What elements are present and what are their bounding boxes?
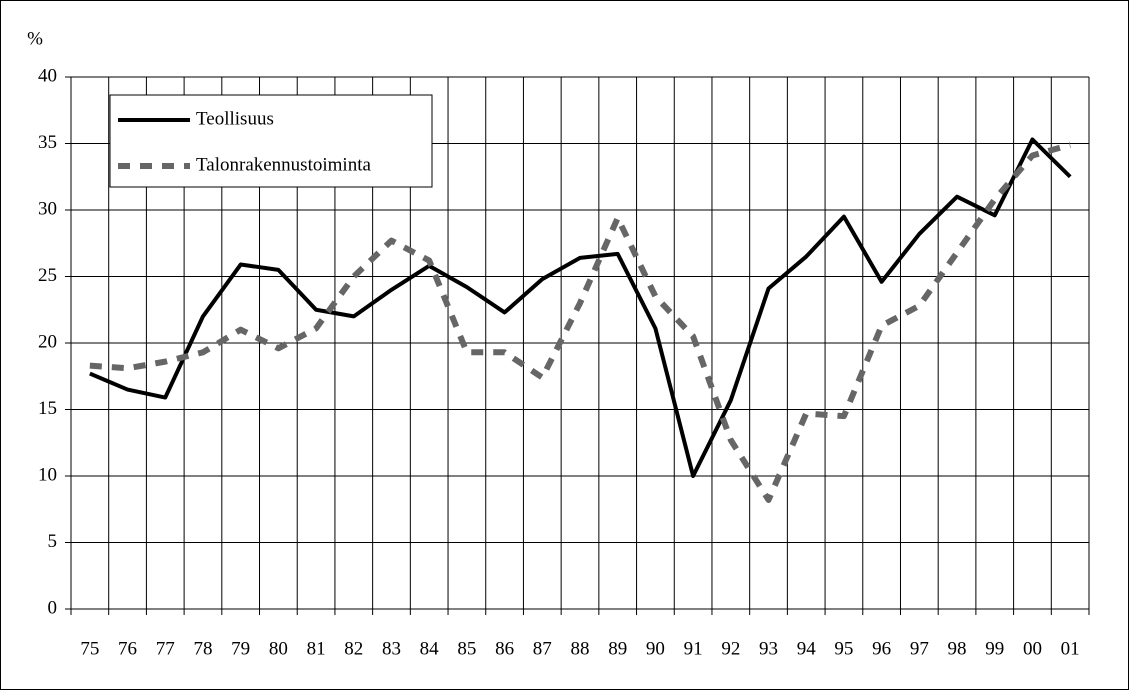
x-tick-label: 82 [344, 638, 363, 659]
x-tick-label: 79 [231, 638, 250, 659]
x-tick-label: 91 [684, 638, 703, 659]
x-tick-label: 96 [872, 638, 891, 659]
x-tick-label: 84 [420, 638, 440, 659]
x-tick-label: 76 [118, 638, 137, 659]
x-tick-label: 99 [985, 638, 1004, 659]
series-line [89, 137, 1072, 478]
y-axis-label: % [27, 28, 43, 49]
x-tick-label: 90 [646, 638, 665, 659]
y-tick-label: 40 [38, 65, 57, 86]
x-tick-label: 92 [721, 638, 740, 659]
legend-label: Teollisuus [196, 108, 274, 129]
y-tick-label: 20 [38, 331, 57, 352]
legend-box [109, 94, 433, 188]
x-tick-label: 78 [193, 638, 212, 659]
x-tick-label: 77 [156, 638, 175, 659]
y-tick-label: 10 [38, 464, 57, 485]
x-tick-label: 01 [1061, 638, 1080, 659]
x-tick-label: 93 [759, 638, 778, 659]
x-tick-label: 83 [382, 638, 401, 659]
y-tick-label: 5 [48, 531, 58, 552]
x-tick-label: 97 [910, 638, 929, 659]
x-tick-label: 87 [533, 638, 552, 659]
x-tick-label: 95 [834, 638, 853, 659]
x-tick-label: 89 [608, 638, 627, 659]
x-tick-label: 80 [269, 638, 288, 659]
x-tick-label: 88 [571, 638, 590, 659]
y-tick-label: 0 [48, 597, 58, 618]
x-tick-label: 85 [457, 638, 476, 659]
x-tick-label: 81 [307, 638, 326, 659]
x-tick-label: 75 [80, 638, 99, 659]
y-tick-label: 15 [38, 398, 57, 419]
x-tick-label: 98 [948, 638, 967, 659]
y-tick-label: 30 [38, 198, 57, 219]
x-tick-label: 86 [495, 638, 514, 659]
x-tick-label: 00 [1023, 638, 1042, 659]
x-tick-label: 94 [797, 638, 817, 659]
y-tick-label: 25 [38, 265, 57, 286]
y-tick-label: 35 [38, 132, 57, 153]
legend-label: Talonrakennustoiminta [196, 154, 371, 175]
series-line [89, 141, 1071, 503]
